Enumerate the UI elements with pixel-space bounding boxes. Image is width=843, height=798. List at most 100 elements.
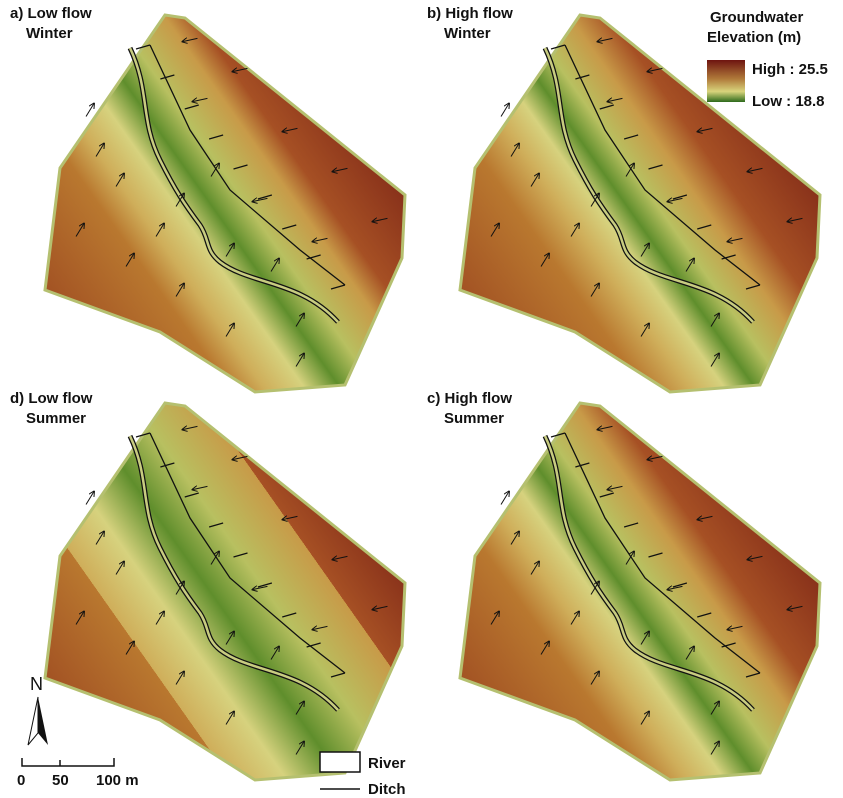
ditch-branch [672, 582, 688, 588]
groundwater-surface [458, 401, 822, 782]
flow-arrow [155, 612, 164, 625]
map-panel [458, 13, 822, 394]
ditch-branch [550, 432, 566, 438]
flow-arrow [648, 456, 663, 459]
flow-arrow [175, 284, 184, 297]
map-panel [43, 13, 407, 394]
flow-arrow [668, 198, 683, 201]
ditch-branch [745, 672, 761, 678]
flow-arrow [333, 168, 348, 171]
legend: Groundwater Elevation (m) High : 25.5 Lo… [707, 9, 828, 110]
flow-arrow [500, 492, 509, 505]
ditch-branch [233, 164, 248, 170]
flow-arrow [540, 254, 549, 267]
ditch-branch [672, 194, 688, 200]
flow-arrow [540, 642, 549, 655]
panels [43, 13, 822, 782]
flow-arrow [373, 218, 388, 221]
flow-arrow [295, 314, 304, 327]
flow-arrow [698, 516, 713, 519]
ditch-branch [208, 134, 224, 140]
ditch-branch [233, 552, 248, 558]
ditch-branch [648, 552, 663, 558]
key-ditch: Ditch [368, 781, 406, 798]
flow-arrow [530, 174, 539, 187]
ditch-branch [160, 462, 175, 468]
flow-arrow [313, 626, 328, 629]
flow-arrow [253, 586, 268, 589]
flow-arrow [210, 164, 219, 177]
ditch [564, 432, 761, 674]
flow-arrow [295, 742, 304, 755]
panel-season: Winter [444, 25, 491, 42]
river [543, 47, 754, 323]
flow-arrow [85, 492, 94, 505]
flow-arrow [115, 174, 124, 187]
ditch [564, 44, 761, 286]
flow-arrow [225, 244, 234, 257]
flow-arrow [313, 238, 328, 241]
panel-label: b) High flow [427, 5, 513, 22]
ditch-branch [282, 224, 297, 230]
flow-arrow [373, 606, 388, 609]
ditch [149, 432, 346, 674]
flow-arrow [490, 224, 499, 237]
panel-label: a) Low flow [10, 5, 92, 22]
flow-arrow [225, 324, 234, 337]
north-arrow-shape [27, 696, 39, 746]
flow-arrow [530, 562, 539, 575]
flow-arrow [570, 224, 579, 237]
flow-arrow [570, 612, 579, 625]
scale-label: 100 m [96, 772, 139, 789]
flow-arrow [698, 128, 713, 131]
ditch-branch [257, 194, 273, 200]
north-arrow: N [27, 674, 48, 746]
flow-arrow [728, 626, 743, 629]
north-label: N [30, 674, 43, 694]
river [543, 435, 754, 711]
flow-arrow [625, 552, 634, 565]
ditch-branch [306, 642, 321, 648]
flow-arrow [490, 612, 499, 625]
flow-arrow [125, 642, 134, 655]
flow-arrow [685, 259, 694, 272]
north-arrow-shape [38, 697, 48, 745]
ditch-branch [208, 522, 224, 528]
flow-arrow [270, 647, 279, 660]
panel-season: Summer [26, 410, 86, 427]
ditch-branch [623, 522, 639, 528]
ditch-branch [306, 254, 321, 260]
panel-label: c) High flow [427, 390, 512, 407]
flow-arrow [333, 556, 348, 559]
flow-arrow [225, 632, 234, 645]
legend-ramp [707, 60, 745, 102]
ditch-branch [135, 44, 151, 50]
legend-title: Groundwater [710, 9, 804, 26]
flow-arrow [193, 486, 208, 489]
flow-arrow [710, 742, 719, 755]
flow-arrow [710, 314, 719, 327]
ditch-branch [648, 164, 663, 170]
flow-arrow [748, 556, 763, 559]
flow-arrow [75, 612, 84, 625]
flow-arrow [295, 702, 304, 715]
flow-arrow [748, 168, 763, 171]
flow-arrow [590, 284, 599, 297]
river [128, 47, 339, 323]
map-panel [43, 401, 407, 782]
flow-arrow [283, 516, 298, 519]
ditch-branch [160, 74, 175, 80]
groundwater-surface [43, 401, 407, 782]
groundwater-surface [458, 13, 822, 394]
flow-arrow [685, 647, 694, 660]
flow-arrow [115, 562, 124, 575]
flow-arrow [640, 712, 649, 725]
scale-label: 0 [17, 772, 25, 789]
ditch-branch [184, 492, 199, 498]
flow-arrow [510, 144, 519, 157]
flow-arrow [75, 224, 84, 237]
ditch-branch [697, 224, 712, 230]
flow-arrow [225, 712, 234, 725]
ditch-branch [550, 44, 566, 50]
legend-low: Low : 18.8 [752, 93, 825, 110]
